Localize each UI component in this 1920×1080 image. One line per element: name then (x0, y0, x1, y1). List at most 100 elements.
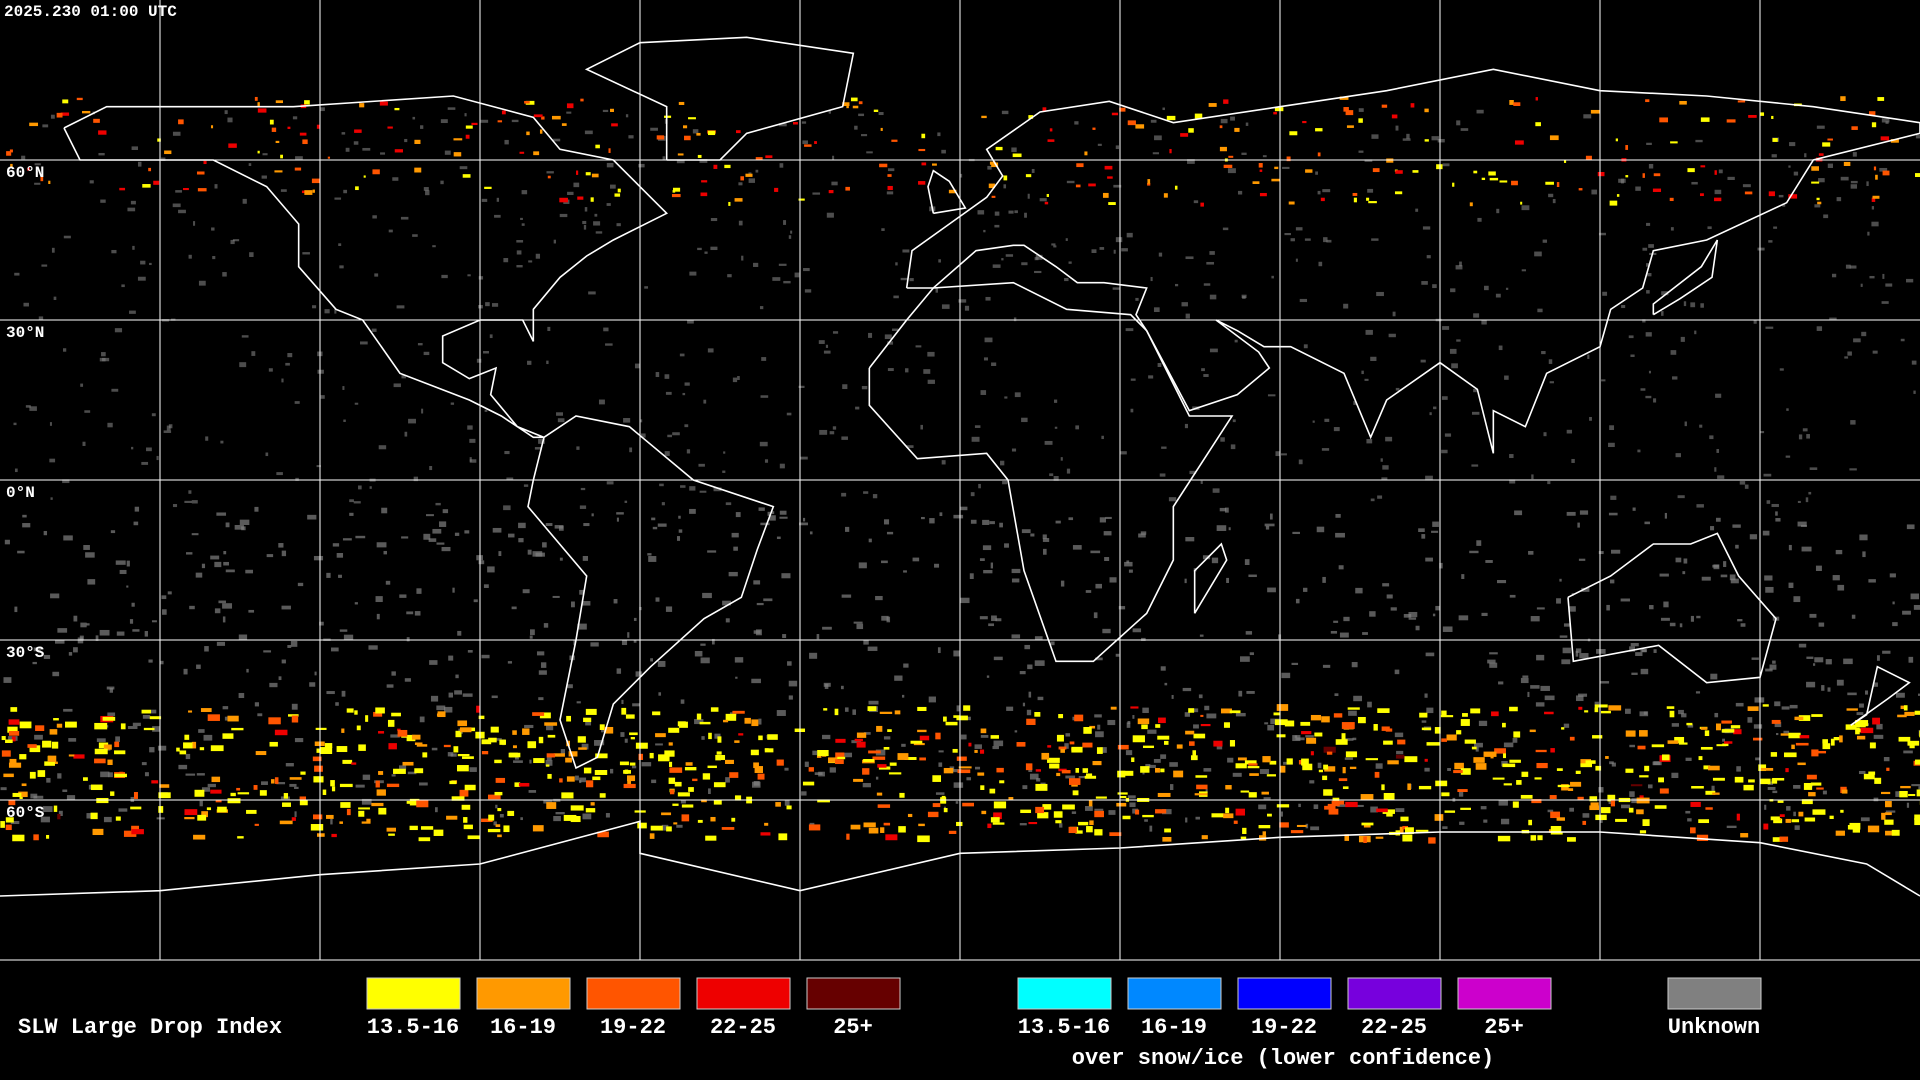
cloud (241, 335, 249, 338)
cloud (25, 405, 31, 408)
cloud (546, 757, 552, 761)
cloud (545, 760, 553, 766)
cloud (300, 771, 306, 775)
cloud (1353, 401, 1357, 405)
cloud (196, 773, 205, 776)
cloud (178, 209, 186, 214)
cloud (1282, 166, 1290, 169)
cloud (484, 409, 488, 412)
cloud (1206, 261, 1215, 265)
cloud (1843, 161, 1851, 166)
legend-swatch (806, 977, 901, 1010)
cloud (1394, 732, 1404, 738)
cloud (1056, 734, 1064, 742)
cloud (1001, 258, 1004, 261)
cloud (1021, 529, 1031, 534)
cloud (1642, 319, 1646, 323)
cloud (1185, 256, 1194, 260)
cloud (429, 466, 433, 471)
cloud (346, 808, 351, 816)
cloud (1335, 513, 1341, 518)
cloud (495, 824, 501, 828)
cloud (1034, 636, 1043, 640)
cloud (980, 390, 987, 395)
cloud (1441, 396, 1448, 400)
cloud (686, 449, 691, 454)
cloud (1716, 744, 1727, 747)
cloud (1502, 763, 1516, 768)
cloud (1700, 303, 1704, 308)
cloud (1795, 742, 1809, 746)
cloud (1295, 598, 1300, 604)
cloud (294, 786, 299, 789)
cloud (1509, 454, 1514, 459)
cloud (570, 601, 575, 608)
cloud (378, 445, 387, 450)
cloud (1014, 730, 1018, 733)
cloud (1885, 121, 1889, 124)
cloud (1161, 446, 1167, 449)
cloud (1140, 766, 1150, 773)
cloud (684, 135, 691, 141)
cloud (1788, 544, 1792, 551)
cloud (1162, 107, 1165, 111)
cloud (451, 796, 465, 801)
cloud (1247, 766, 1260, 769)
cloud (902, 249, 910, 253)
cloud (60, 112, 70, 116)
cloud (1872, 682, 1878, 687)
cloud (1312, 420, 1315, 423)
cloud (211, 776, 221, 783)
cloud (1899, 790, 1908, 798)
cloud (488, 814, 495, 821)
cloud (948, 189, 957, 194)
cloud (1595, 814, 1607, 821)
cloud (1726, 119, 1736, 123)
cloud (844, 707, 849, 712)
cloud (1825, 659, 1832, 665)
cloud (932, 803, 941, 808)
cloud (1520, 677, 1529, 684)
cloud (1675, 557, 1682, 563)
cloud (1050, 641, 1055, 646)
cloud (1873, 166, 1877, 171)
cloud (80, 622, 87, 628)
cloud (1320, 197, 1325, 202)
cloud (42, 806, 53, 813)
cloud (616, 223, 621, 227)
cloud (1011, 634, 1021, 639)
cloud (341, 728, 345, 733)
cloud (1847, 351, 1852, 356)
cloud (1245, 122, 1249, 126)
cloud (102, 357, 110, 362)
cloud (617, 188, 621, 193)
cloud (1011, 147, 1017, 153)
cloud (567, 684, 573, 689)
cloud (580, 487, 586, 491)
cloud (1815, 750, 1827, 754)
cloud (1543, 432, 1547, 437)
cloud (1209, 348, 1218, 353)
cloud (745, 173, 753, 177)
cloud (295, 477, 299, 481)
cloud (741, 255, 744, 261)
cloud (828, 190, 834, 194)
cloud (369, 486, 372, 489)
cloud (1188, 708, 1195, 713)
cloud (428, 538, 437, 542)
cloud (349, 512, 354, 516)
cloud (1006, 706, 1014, 711)
cloud (316, 124, 321, 129)
cloud (731, 532, 739, 538)
cloud (991, 162, 999, 168)
cloud (498, 551, 502, 557)
cloud (1094, 829, 1103, 836)
cloud (21, 783, 27, 787)
cloud (616, 668, 622, 674)
cloud (68, 652, 73, 656)
cloud (89, 180, 94, 184)
cloud (1219, 507, 1227, 512)
cloud (1859, 703, 1864, 708)
cloud (1846, 708, 1858, 711)
cloud (1737, 100, 1746, 103)
